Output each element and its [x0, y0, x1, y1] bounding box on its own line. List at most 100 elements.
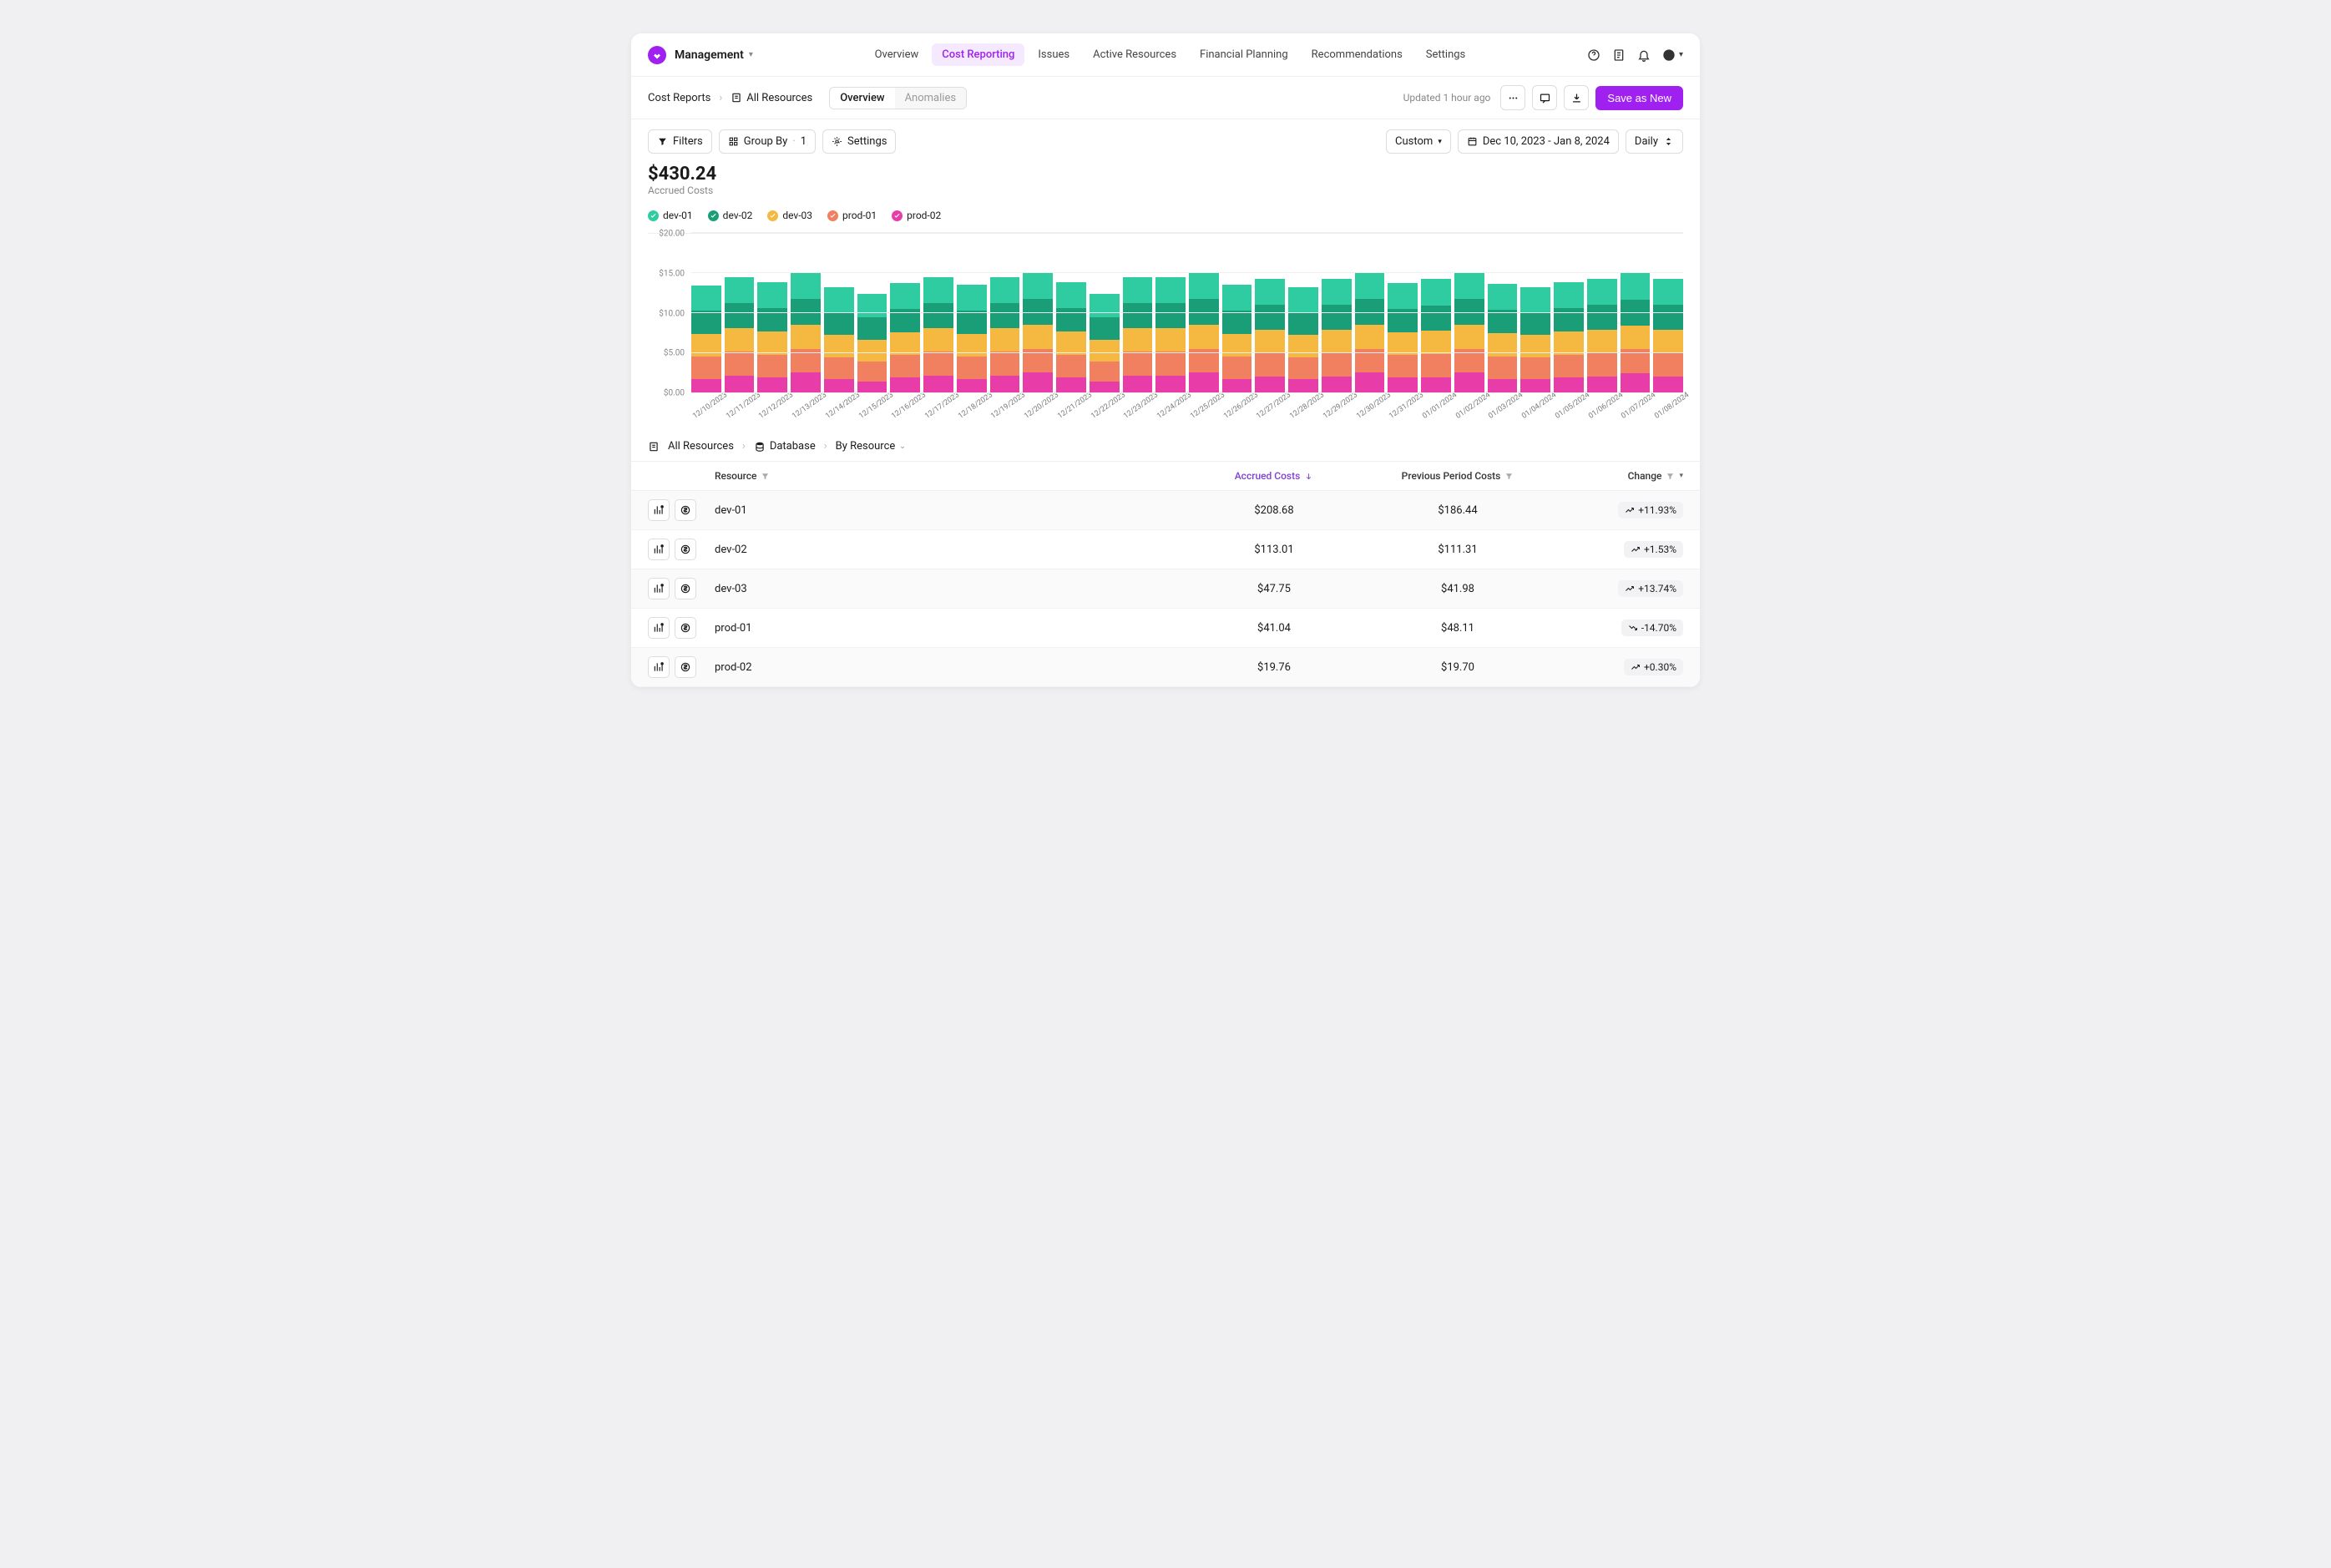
row-cost-button[interactable]	[675, 656, 696, 678]
legend-item-prod-01[interactable]: prod-01	[827, 210, 877, 221]
workspace-caret-icon[interactable]: ▾	[749, 50, 753, 59]
bell-icon[interactable]	[1637, 48, 1651, 62]
workspace-name[interactable]: Management	[675, 48, 744, 62]
groupby-button[interactable]: Group By · 1	[719, 129, 816, 154]
bar-column[interactable]: 01/04/2024	[1520, 234, 1550, 393]
th-previous[interactable]: Previous Period Costs	[1366, 470, 1550, 482]
bar-column[interactable]: 12/17/2023	[923, 234, 953, 393]
bar-column[interactable]: 01/01/2024	[1421, 234, 1451, 393]
bar-column[interactable]: 12/10/2023	[691, 234, 721, 393]
bar-segment-prod-02	[1123, 376, 1153, 393]
bar-column[interactable]: 12/24/2023	[1155, 234, 1186, 393]
row-chart-button[interactable]	[648, 656, 670, 678]
bar-segment-prod-02	[691, 379, 721, 393]
bar-segment-dev-01	[1155, 277, 1186, 304]
bar-segment-dev-02	[1288, 312, 1318, 336]
nav-tab-cost-reporting[interactable]: Cost Reporting	[932, 43, 1024, 66]
rescrumb-all[interactable]: All Resources	[668, 440, 734, 453]
bar-column[interactable]: 12/19/2023	[990, 234, 1020, 393]
filters-button[interactable]: Filters	[648, 129, 712, 154]
settings-button[interactable]: Settings	[822, 129, 896, 154]
bar-segment-prod-02	[757, 377, 787, 393]
x-axis-label: 12/31/2023	[1388, 391, 1425, 421]
th-accrued[interactable]: Accrued Costs	[1182, 470, 1366, 482]
comments-button[interactable]	[1532, 85, 1557, 110]
segment-anomalies[interactable]: Anomalies	[895, 88, 966, 109]
table-row: prod-01$41.04$48.11-14.70%	[631, 609, 1700, 648]
bar-column[interactable]: 12/22/2023	[1090, 234, 1120, 393]
th-resource[interactable]: Resource	[715, 470, 1182, 482]
bar-segment-dev-01	[1322, 279, 1352, 306]
row-chart-button[interactable]	[648, 617, 670, 639]
bar-column[interactable]: 01/08/2024	[1653, 234, 1683, 393]
bar-column[interactable]: 12/27/2023	[1255, 234, 1285, 393]
nav-tab-recommendations[interactable]: Recommendations	[1302, 43, 1413, 66]
bar-segment-dev-03	[1288, 335, 1318, 357]
th-change[interactable]: Change ▾	[1550, 470, 1683, 482]
row-chart-button[interactable]	[648, 499, 670, 521]
help-icon[interactable]	[1587, 48, 1600, 62]
download-button[interactable]	[1564, 85, 1589, 110]
legend-item-prod-02[interactable]: prod-02	[892, 210, 941, 221]
bar-column[interactable]: 12/23/2023	[1123, 234, 1153, 393]
bar-segment-prod-02	[725, 376, 755, 393]
row-cost-button[interactable]	[675, 617, 696, 639]
bar-column[interactable]: 12/26/2023	[1222, 234, 1252, 393]
row-cost-button[interactable]	[675, 578, 696, 599]
save-as-new-button[interactable]: Save as New	[1595, 86, 1683, 110]
bar-column[interactable]: 12/16/2023	[890, 234, 920, 393]
table-row: dev-01$208.68$186.44+11.93%	[631, 491, 1700, 530]
rescrumb-by[interactable]: By Resource ⌄	[836, 440, 906, 453]
bar-column[interactable]: 12/18/2023	[957, 234, 987, 393]
row-chart-button[interactable]	[648, 578, 670, 599]
segment-overview[interactable]: Overview	[830, 88, 894, 109]
bar-column[interactable]: 12/25/2023	[1189, 234, 1219, 393]
legend-item-dev-02[interactable]: dev-02	[708, 210, 753, 221]
range-preset-select[interactable]: Custom ▾	[1386, 129, 1451, 154]
crumb-resource[interactable]: All Resources	[731, 92, 812, 104]
row-cost-button[interactable]	[675, 499, 696, 521]
rescrumb-db[interactable]: Database	[754, 440, 816, 453]
bar-column[interactable]: 12/12/2023	[757, 234, 787, 393]
row-cost-button[interactable]	[675, 539, 696, 560]
bar-column[interactable]: 12/31/2023	[1388, 234, 1418, 393]
bar-column[interactable]: 12/30/2023	[1355, 234, 1385, 393]
bar-segment-dev-01	[990, 277, 1020, 304]
bar-column[interactable]: 01/06/2024	[1587, 234, 1617, 393]
row-chart-button[interactable]	[648, 539, 670, 560]
bar-column[interactable]: 01/05/2024	[1554, 234, 1584, 393]
bar-column[interactable]: 12/29/2023	[1322, 234, 1352, 393]
bar-segment-dev-01	[1056, 282, 1086, 308]
bar-column[interactable]: 12/11/2023	[725, 234, 755, 393]
bar-segment-dev-01	[1520, 287, 1550, 312]
bar-segment-prod-01	[1090, 362, 1120, 382]
bar-segment-dev-03	[1322, 330, 1352, 354]
bar-segment-prod-02	[1554, 377, 1584, 393]
bar-column[interactable]: 12/14/2023	[824, 234, 854, 393]
date-range-picker[interactable]: Dec 10, 2023 - Jan 8, 2024	[1458, 129, 1619, 154]
app-logo[interactable]	[648, 46, 666, 64]
nav-tab-financial-planning[interactable]: Financial Planning	[1190, 43, 1298, 66]
chart-container: $0.00$5.00$10.00$15.00$20.00 12/10/20231…	[631, 225, 1700, 417]
bar-column[interactable]: 12/13/2023	[791, 234, 821, 393]
bar-column[interactable]: 01/03/2024	[1488, 234, 1518, 393]
more-button[interactable]	[1500, 85, 1525, 110]
docs-icon[interactable]	[1612, 48, 1626, 62]
nav-tab-overview[interactable]: Overview	[865, 43, 929, 66]
legend-item-dev-01[interactable]: dev-01	[648, 210, 693, 221]
bar-column[interactable]: 01/07/2024	[1621, 234, 1651, 393]
nav-tab-settings[interactable]: Settings	[1416, 43, 1475, 66]
bar-column[interactable]: 01/02/2024	[1454, 234, 1484, 393]
granularity-select[interactable]: Daily	[1626, 129, 1683, 154]
nav-tab-issues[interactable]: Issues	[1028, 43, 1080, 66]
bar-segment-dev-01	[1554, 282, 1584, 308]
bar-column[interactable]: 12/20/2023	[1023, 234, 1053, 393]
legend-item-dev-03[interactable]: dev-03	[767, 210, 812, 221]
crumb-root[interactable]: Cost Reports	[648, 92, 710, 104]
bar-column[interactable]: 12/21/2023	[1056, 234, 1086, 393]
bar-segment-dev-02	[1653, 305, 1683, 330]
bar-column[interactable]: 12/28/2023	[1288, 234, 1318, 393]
user-menu[interactable]: ▾	[1662, 48, 1683, 62]
nav-tab-active-resources[interactable]: Active Resources	[1083, 43, 1186, 66]
bar-column[interactable]: 12/15/2023	[857, 234, 887, 393]
